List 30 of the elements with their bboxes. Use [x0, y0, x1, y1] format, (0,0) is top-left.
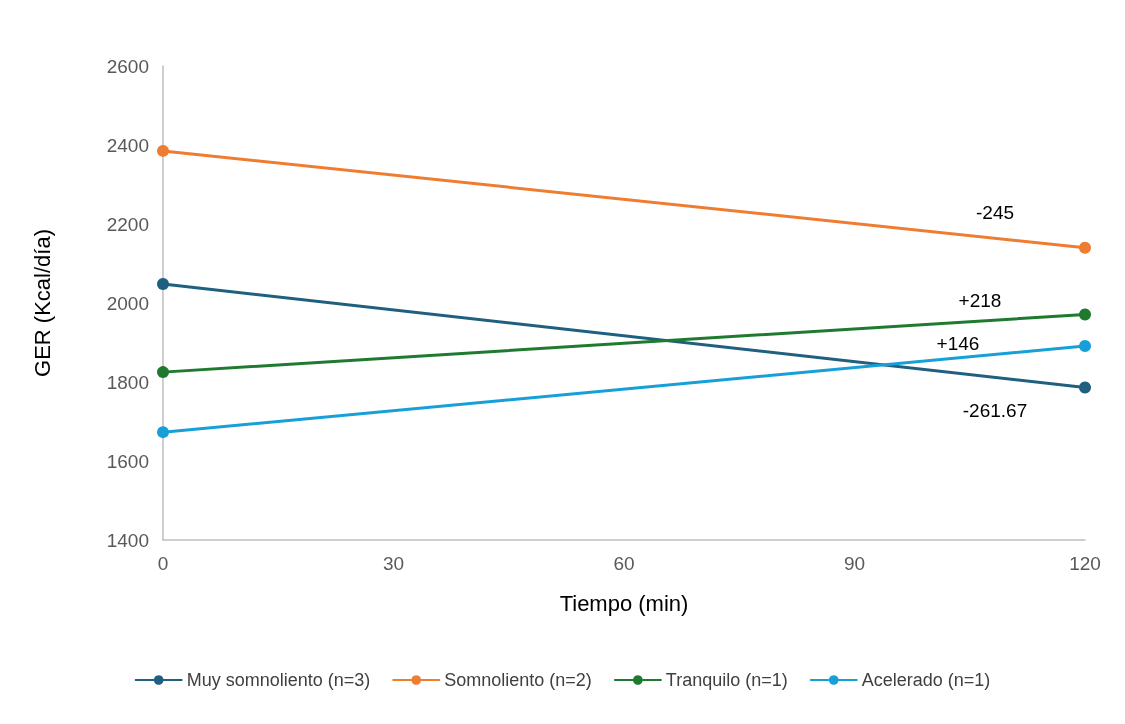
annotation: +146 — [936, 332, 980, 354]
annotation: +218 — [958, 289, 1002, 311]
point — [1079, 381, 1091, 394]
legend-label: Somnoliento (n=2) — [444, 670, 592, 690]
point — [157, 144, 169, 157]
annotation: -261.67 — [962, 399, 1028, 421]
legend-label: Tranquilo (n=1) — [665, 670, 788, 690]
y-tick-label: 1400 — [106, 529, 149, 551]
x-tick-label: 0 — [157, 553, 169, 574]
point — [157, 278, 169, 291]
y-tick-label: 2600 — [106, 55, 149, 77]
y-axis-title: GER (Kcal/día) — [29, 229, 55, 377]
y-tick-label: 2000 — [106, 292, 149, 314]
x-tick-label: 90 — [843, 553, 866, 574]
x-tick-label: 60 — [613, 553, 635, 574]
point — [1079, 340, 1091, 353]
point — [1079, 241, 1091, 254]
point — [157, 366, 169, 379]
point — [157, 426, 169, 439]
y-tick-label: 2200 — [106, 213, 149, 235]
annotation: -245 — [975, 201, 1015, 223]
legend-label: Muy somnoliento (n=3) — [186, 670, 371, 690]
y-tick-label: 2400 — [106, 134, 149, 156]
point — [1079, 308, 1091, 321]
legend-label: Acelerado (n=1) — [861, 670, 991, 690]
y-tick-label: 1600 — [106, 450, 149, 472]
x-axis-title: Tiempo (min) — [559, 590, 689, 616]
x-tick-label: 30 — [382, 553, 405, 574]
x-tick-label: 120 — [1069, 553, 1101, 574]
y-tick-label: 1800 — [106, 371, 149, 393]
